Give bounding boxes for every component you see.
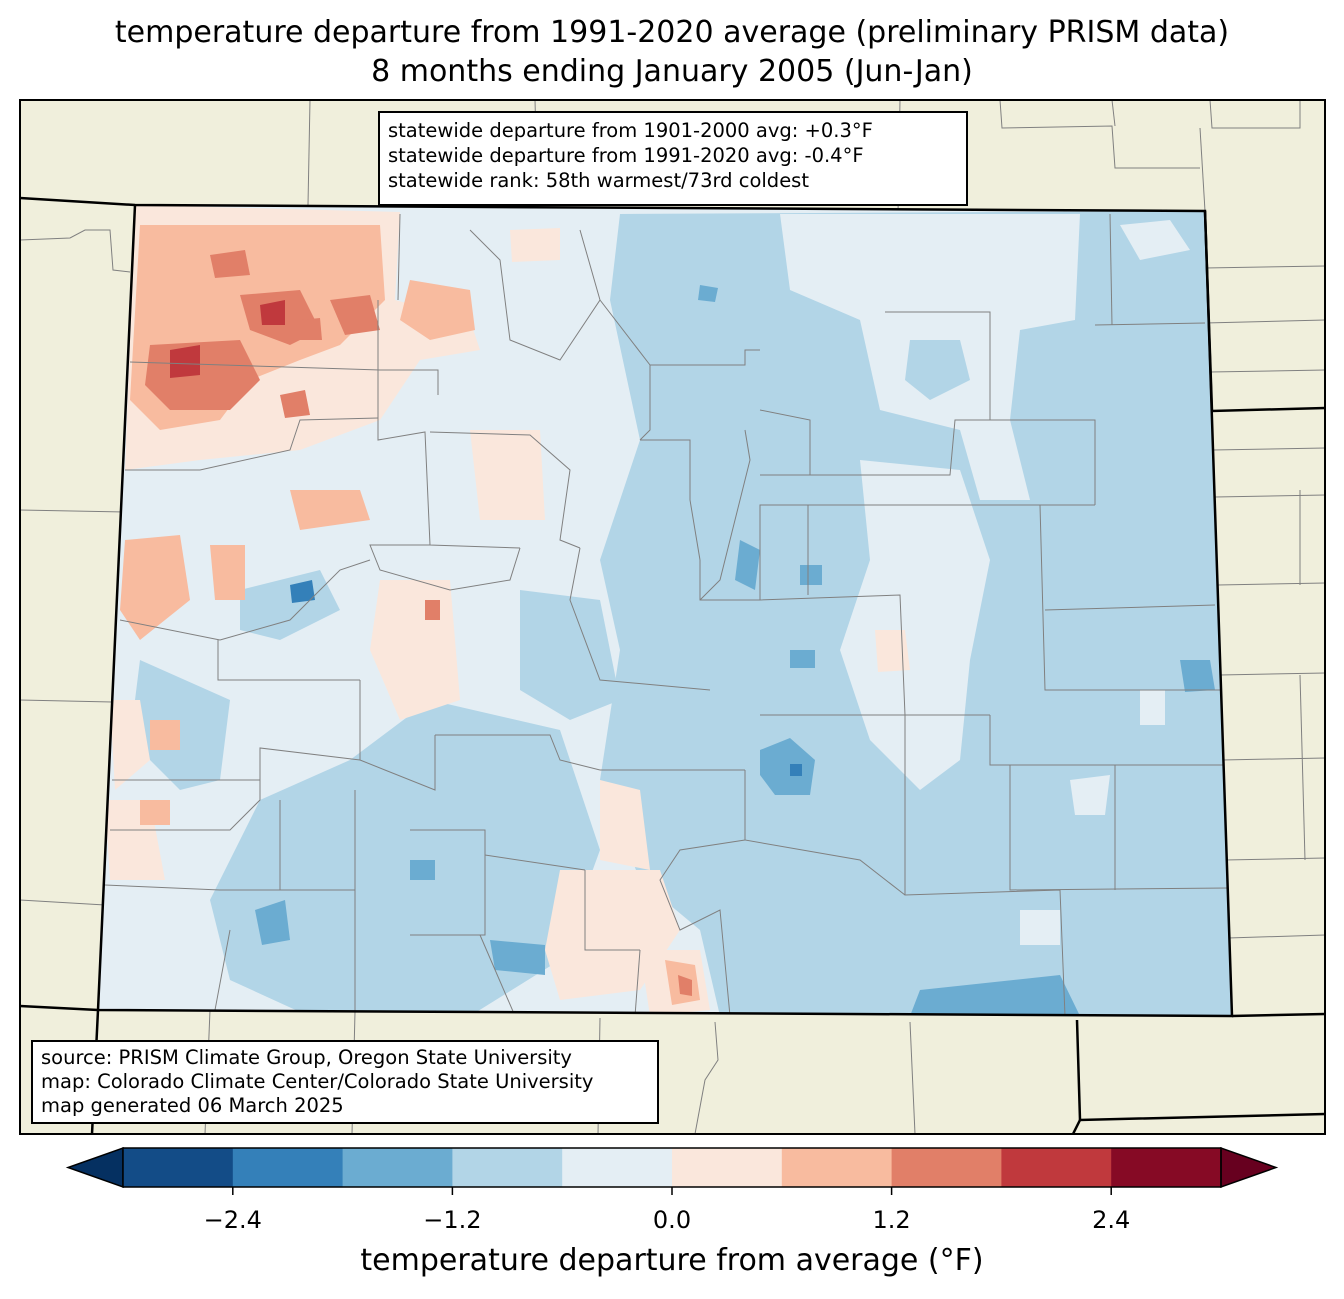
colorbar	[65, 1146, 1279, 1195]
stats-departure-1991-2020: statewide departure from 1991-2020 avg: …	[388, 144, 864, 167]
colorbar-tick-label: −2.4	[203, 1206, 262, 1234]
colorbar-extend-low	[65, 1146, 124, 1189]
colorbar-tick-label: −1.2	[423, 1206, 482, 1234]
map-title-line2: 8 months ending January 2005 (Jun-Jan)	[371, 54, 973, 89]
map-credit-line: map: Colorado Climate Center/Colorado St…	[41, 1070, 594, 1093]
stats-departure-1901-2000: statewide departure from 1901-2000 avg: …	[388, 119, 873, 142]
colorbar-tick-label: 1.2	[872, 1206, 911, 1234]
temperature-field	[98, 205, 1232, 1016]
colorbar-label: temperature departure from average (°F)	[360, 1243, 984, 1278]
colorbar-bin	[781, 1148, 893, 1187]
colorbar-tick-label: 0.0	[652, 1206, 692, 1234]
colorbar-bin	[452, 1148, 563, 1187]
stats-rank: statewide rank: 58th warmest/73rd coldes…	[388, 169, 809, 192]
colorbar-bin	[123, 1148, 234, 1187]
colorbar-bin	[891, 1148, 1002, 1187]
statewide-stats-box: statewide departure from 1901-2000 avg: …	[378, 111, 968, 206]
colorbar-extend-high	[1220, 1146, 1279, 1189]
source-credits-box: source: PRISM Climate Group, Oregon Stat…	[31, 1040, 659, 1124]
colorbar-bin	[672, 1148, 783, 1187]
colorado-county-lines	[104, 213, 1231, 1016]
source-line: source: PRISM Climate Group, Oregon Stat…	[41, 1046, 572, 1069]
colorbar-bin	[342, 1148, 453, 1187]
colorbar-bin	[232, 1148, 344, 1187]
generated-date-line: map generated 06 March 2025	[41, 1094, 344, 1117]
colorbar-bin	[1001, 1148, 1112, 1187]
map-title-line1: temperature departure from 1991-2020 ave…	[114, 15, 1230, 50]
colorbar-bin	[562, 1148, 673, 1187]
colorbar-bin	[1111, 1148, 1222, 1187]
map-frame	[19, 99, 1326, 1135]
colorbar-tick-label: 2.4	[1092, 1206, 1131, 1234]
